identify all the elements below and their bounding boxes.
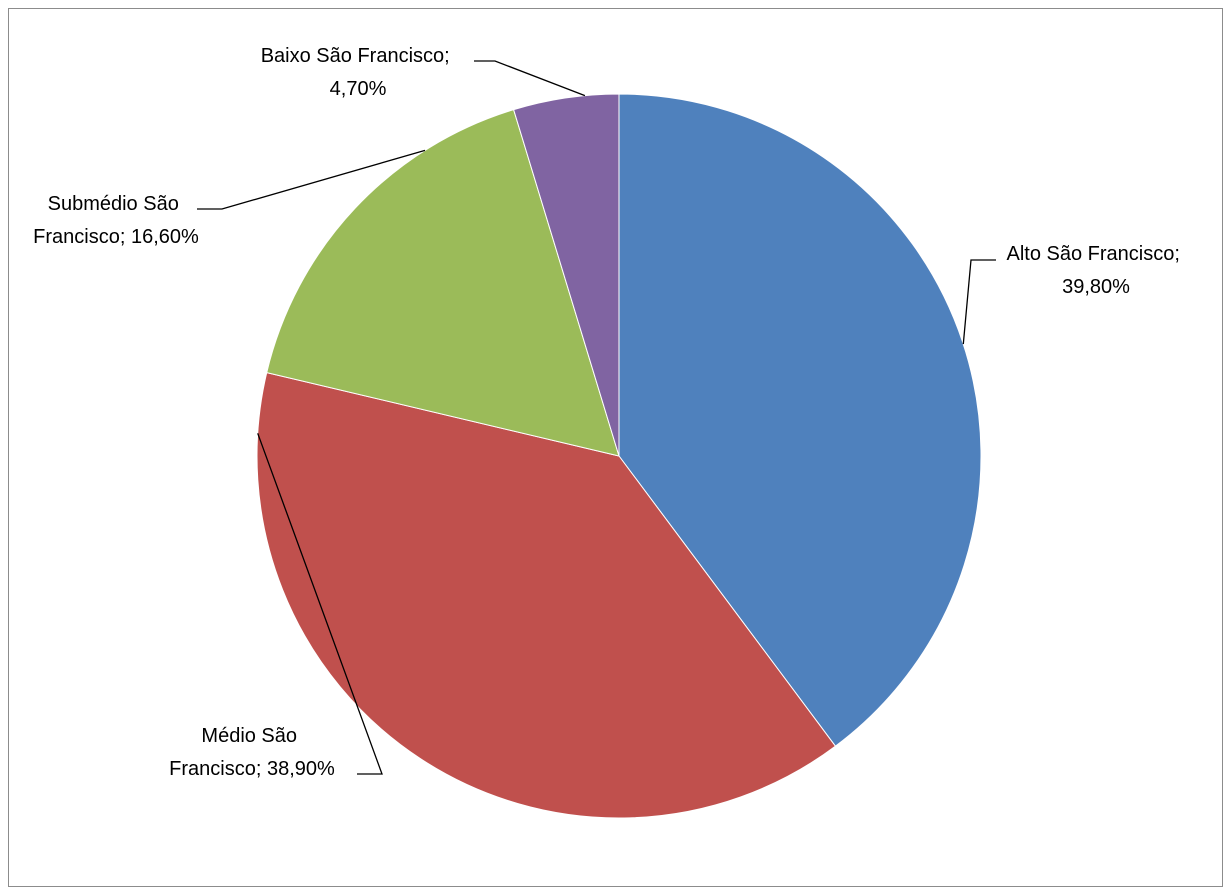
data-label-baixo-line1: Baixo São Francisco; bbox=[261, 45, 450, 67]
data-label-baixo: Baixo São Francisco; 4,70% bbox=[261, 45, 456, 100]
data-label-submedio-line2: Francisco; 16,60% bbox=[33, 226, 199, 248]
data-label-alto-line1: Alto São Francisco; bbox=[1007, 243, 1180, 265]
data-label-baixo-line2: 4,70% bbox=[330, 78, 387, 100]
pie-slice-alto bbox=[618, 93, 982, 747]
data-label-alto-line2: 39,80% bbox=[1062, 276, 1130, 298]
leader-line-baixo bbox=[474, 60, 586, 97]
pie-slice-medio bbox=[256, 371, 837, 819]
data-label-submedio-line1: Submédio São bbox=[48, 193, 179, 215]
data-label-submedio: Submédio São Francisco; 16,60% bbox=[33, 193, 199, 248]
leader-line-medio bbox=[257, 433, 383, 775]
data-label-medio-line2: Francisco; 38,90% bbox=[169, 758, 335, 780]
pie-slice-baixo bbox=[513, 93, 620, 457]
pie-slices bbox=[256, 93, 982, 819]
data-label-medio: Médio São Francisco; 38,90% bbox=[169, 725, 335, 780]
leader-lines bbox=[197, 60, 996, 775]
data-label-alto: Alto São Francisco; 39,80% bbox=[1007, 243, 1186, 298]
data-label-medio-line1: Médio São bbox=[201, 725, 297, 747]
pie-slice-submedio bbox=[266, 109, 620, 457]
leader-line-submedio bbox=[197, 149, 426, 210]
leader-line-alto bbox=[962, 259, 996, 345]
